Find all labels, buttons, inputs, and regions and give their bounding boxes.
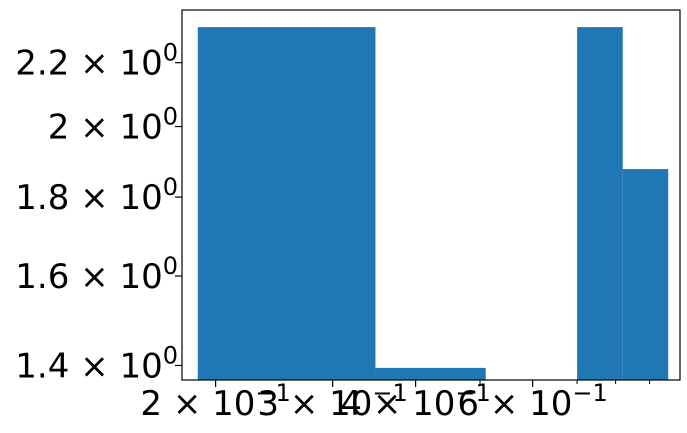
- x-tick-label: 6 × 10−1: [457, 379, 607, 424]
- y-tick-label: 1.8 × 100: [15, 173, 178, 218]
- y-tick-label: 2.2 × 100: [15, 39, 178, 84]
- bar-0: [197, 27, 376, 380]
- bars-group: [197, 27, 669, 380]
- x-tick-label: 2 × 10−1: [140, 379, 290, 424]
- bar-3: [577, 27, 623, 380]
- y-axis-ticks: 1.4 × 100 1.6 × 100 1.8 × 100 2 × 100 2.2 × …: [15, 39, 182, 386]
- y-tick-label: 1.6 × 100: [15, 252, 178, 297]
- bar-1: [375, 367, 486, 380]
- y-tick-label: 1.4 × 100: [15, 341, 178, 386]
- x-tick-label: 3 × 10−1: [257, 379, 407, 424]
- bar-4: [622, 169, 669, 380]
- x-tick-label: 4 × 10−1: [340, 379, 490, 424]
- y-tick-label: 2 × 100: [48, 103, 178, 148]
- x-axis-ticks: 2 × 10−13 × 10−14 × 10−16 × 10−1: [140, 379, 651, 424]
- plot-frame: [181, 9, 681, 381]
